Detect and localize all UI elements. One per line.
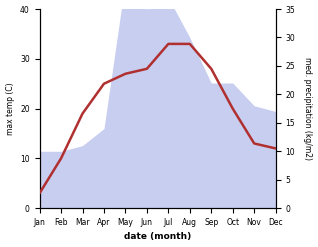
Y-axis label: med. precipitation (kg/m2): med. precipitation (kg/m2) <box>303 57 313 160</box>
X-axis label: date (month): date (month) <box>124 232 191 242</box>
Y-axis label: max temp (C): max temp (C) <box>5 82 15 135</box>
